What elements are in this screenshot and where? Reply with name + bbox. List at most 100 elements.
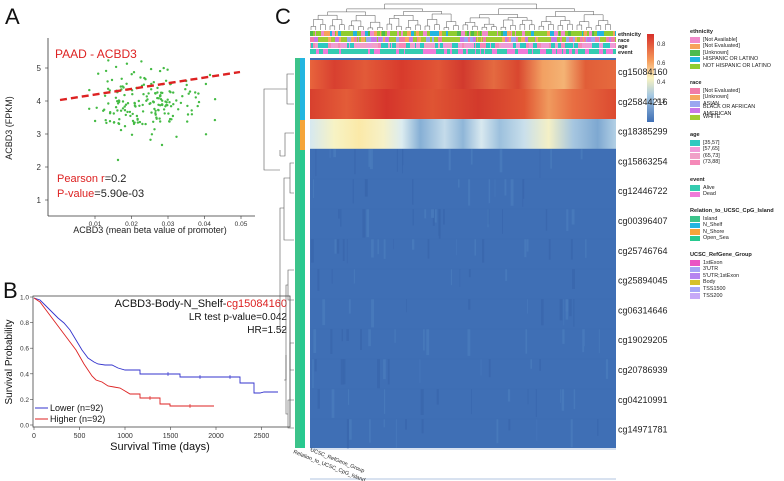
scatter-point <box>161 103 163 105</box>
legend-item: [Unknown] <box>703 94 728 101</box>
scatter-point <box>131 73 133 75</box>
scatter-point <box>118 99 120 101</box>
scatter-point <box>209 74 211 76</box>
scatter-point <box>153 101 155 103</box>
legend-ethnicity: ethnicity [Not Available] [Not Evaluated… <box>690 29 771 70</box>
scatter-point <box>177 108 179 110</box>
scatter-point <box>198 101 200 103</box>
probe-label: cg19029205 <box>618 335 668 345</box>
panel-c-heatmap: 0.8 0.6 0.4 0.2 ethnicity race age event… <box>0 0 784 481</box>
scatter-point <box>154 110 156 112</box>
scatter-point <box>161 100 163 102</box>
scatter-point <box>205 83 207 85</box>
scatter-point <box>144 78 146 80</box>
legend-item: 1stExon <box>703 260 722 267</box>
scatter-point <box>167 99 169 101</box>
scatter-point <box>132 120 134 122</box>
scatter-point <box>160 92 162 94</box>
scatter-point <box>145 100 147 102</box>
legend-item: 3'UTR <box>703 266 718 273</box>
legend-item: 5'UTR;1stExon <box>703 273 739 280</box>
scatter-point <box>170 118 172 120</box>
scatter-point <box>160 98 162 100</box>
scatter-point <box>146 95 148 97</box>
scatter-point <box>115 106 117 108</box>
plot-frame <box>33 296 290 427</box>
scatter-point <box>133 71 135 73</box>
scatter-point <box>118 100 120 102</box>
scatter-point <box>157 104 159 106</box>
scatter-point <box>113 121 115 123</box>
probe-label: cg18385299 <box>618 127 668 137</box>
y-tick-label: 4 <box>37 97 42 106</box>
y-tick-label: 1 <box>37 196 42 205</box>
row-dendrogram <box>264 74 294 428</box>
scatter-point <box>157 109 159 111</box>
pvalue-label: P-value <box>57 188 94 200</box>
scatter-point <box>120 88 122 90</box>
scatter-point <box>143 77 145 79</box>
scatter-point <box>153 128 155 130</box>
x-axis-label: ACBD3 (mean beta value of promoter) <box>73 225 227 235</box>
scatter-point <box>168 90 170 92</box>
scatter-point <box>168 120 170 122</box>
scatter-point <box>169 83 171 85</box>
y-axis-label: Survival Probability <box>4 319 15 404</box>
scatter-point <box>96 107 98 109</box>
x-tick-label: 2000 <box>208 433 224 440</box>
x-tick-label: 0.05 <box>235 221 248 228</box>
scatter-point <box>117 122 119 124</box>
scatter-point <box>186 84 188 86</box>
scatter-point <box>164 105 166 107</box>
legend-item: [Not Evaluated] <box>703 43 740 50</box>
x-tick-label: 1500 <box>163 433 179 440</box>
scatter-point <box>168 120 170 122</box>
legend-item: Island <box>703 216 717 223</box>
scatter-point <box>165 104 167 106</box>
scatter-point <box>175 136 177 138</box>
scatter-point <box>159 104 161 106</box>
probe-label: cg14971781 <box>618 425 668 435</box>
scatter-point <box>111 79 113 81</box>
trend-line <box>60 72 240 100</box>
scatter-point <box>175 99 177 101</box>
scatter-point <box>138 105 140 107</box>
probe-label: cg15084160 <box>618 67 668 77</box>
x-tick-label: 0.03 <box>162 221 175 228</box>
scatter-point <box>205 133 207 135</box>
scatter-point <box>115 97 117 99</box>
scatter-point <box>121 78 123 80</box>
scatter-point <box>150 88 152 90</box>
svg-text:Pearson r=0.2: Pearson r=0.2 <box>57 173 126 185</box>
scatter-point <box>144 123 146 125</box>
svg-text:P-value=5.90e-03: P-value=5.90e-03 <box>57 188 144 200</box>
scatter-point <box>134 102 136 104</box>
panel-b-title-prefix: ACBD3-Body-N_Shelf- <box>115 298 227 310</box>
probe-label: cg25746764 <box>618 246 668 256</box>
scatter-point <box>184 88 186 90</box>
scatter-point <box>109 120 111 122</box>
scatter-point <box>122 107 124 109</box>
scatter-point <box>154 92 156 94</box>
panel-c-letter: C <box>275 4 291 30</box>
scatter-point <box>131 93 133 95</box>
y-tick-label: 0.8 <box>20 320 29 327</box>
y-tick-label: 0.2 <box>20 397 29 404</box>
scatter-point <box>158 117 160 119</box>
anno-label-race: race <box>618 38 630 44</box>
panel-b-letter: B <box>3 278 18 304</box>
panel-a-letter: A <box>5 4 20 30</box>
scatter-point <box>156 87 158 89</box>
x-axis-ticks: 0 500 1000 1500 2000 2500 <box>32 427 269 440</box>
scatter-point <box>117 159 119 161</box>
legend-item: TSS200 <box>703 293 722 300</box>
scatter-point <box>153 81 155 83</box>
scatter-point <box>165 80 167 82</box>
scatter-point <box>167 112 169 114</box>
scatter-point <box>137 121 139 123</box>
scatter-point <box>169 91 171 93</box>
scatter-point <box>140 60 142 62</box>
scatter-point <box>214 98 216 100</box>
scatter-point <box>166 101 168 103</box>
scatter-point <box>172 91 174 93</box>
